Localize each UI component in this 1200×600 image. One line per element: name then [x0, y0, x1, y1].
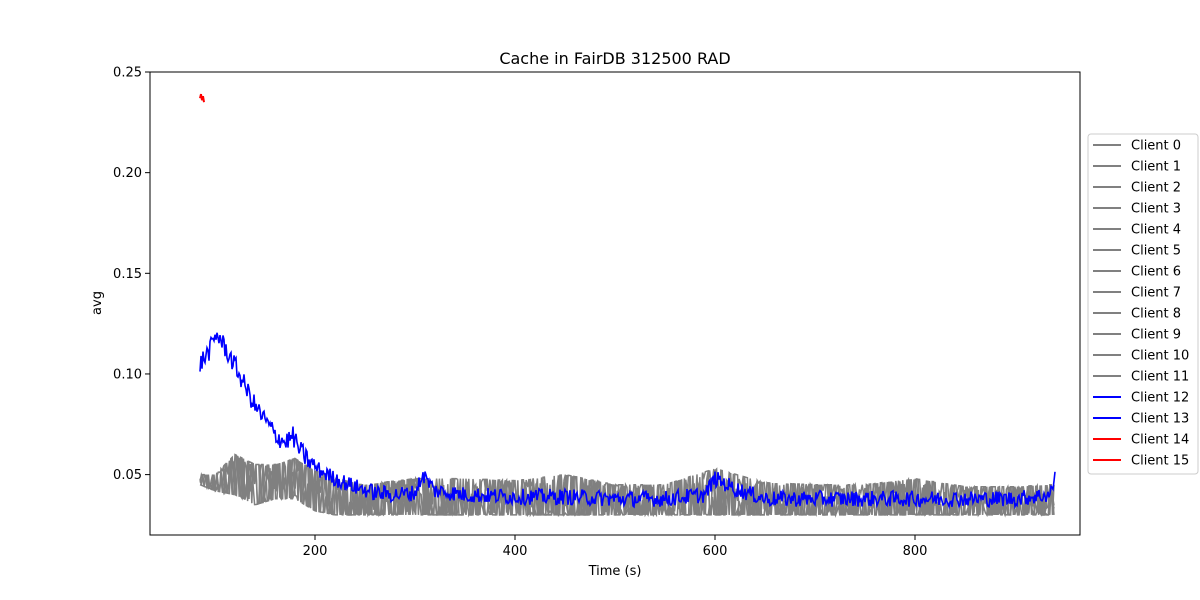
y-axis-label: avg — [90, 291, 105, 315]
gray-client-line — [199, 455, 1055, 518]
legend-label: Client 4 — [1131, 223, 1181, 238]
red-series-layer — [199, 93, 205, 103]
x-tick-label: 400 — [503, 544, 528, 559]
chart-title: Cache in FairDB 312500 RAD — [499, 49, 730, 68]
x-axis-label: Time (s) — [588, 564, 642, 579]
legend-label: Client 10 — [1131, 349, 1189, 364]
legend-label: Client 2 — [1131, 181, 1181, 196]
legend-label: Client 14 — [1131, 433, 1189, 448]
gray-client-line — [199, 456, 1055, 518]
legend-label: Client 11 — [1131, 370, 1189, 385]
y-tick-label: 0.10 — [113, 367, 142, 382]
y-tick-label: 0.20 — [113, 166, 142, 181]
legend-label: Client 9 — [1131, 328, 1181, 343]
x-tick-label: 600 — [703, 544, 728, 559]
plot-frame — [149, 71, 1081, 536]
legend-label: Client 1 — [1131, 160, 1181, 175]
legend-label: Client 12 — [1131, 391, 1189, 406]
legend-label: Client 15 — [1131, 454, 1189, 469]
x-tick-label: 200 — [303, 544, 328, 559]
y-axis: 0.05 0.10 0.15 0.20 0.25 — [113, 66, 150, 483]
legend-label: Client 5 — [1131, 244, 1181, 259]
y-tick-label: 0.15 — [113, 267, 142, 282]
legend-frame — [1087, 133, 1199, 475]
legend-label: Client 7 — [1131, 286, 1181, 301]
client-12-line — [199, 332, 1056, 510]
legend-label: Client 8 — [1131, 307, 1181, 322]
legend-label: Client 0 — [1131, 139, 1181, 154]
client-14-line — [199, 93, 205, 103]
plot-area — [149, 71, 1081, 536]
x-tick-label: 800 — [903, 544, 928, 559]
legend-label: Client 3 — [1131, 202, 1181, 217]
legend-label: Client 6 — [1131, 265, 1181, 280]
legend: Client 0 Client 1 Client 2 Client 3 Client 4… — [1087, 133, 1199, 475]
blue-series-layer — [199, 332, 1056, 510]
y-tick-label: 0.25 — [113, 66, 142, 81]
y-tick-label: 0.05 — [113, 468, 142, 483]
x-axis: 200 400 600 800 — [303, 535, 928, 559]
legend-label: Client 13 — [1131, 412, 1189, 427]
gray-client-line — [199, 453, 1055, 518]
